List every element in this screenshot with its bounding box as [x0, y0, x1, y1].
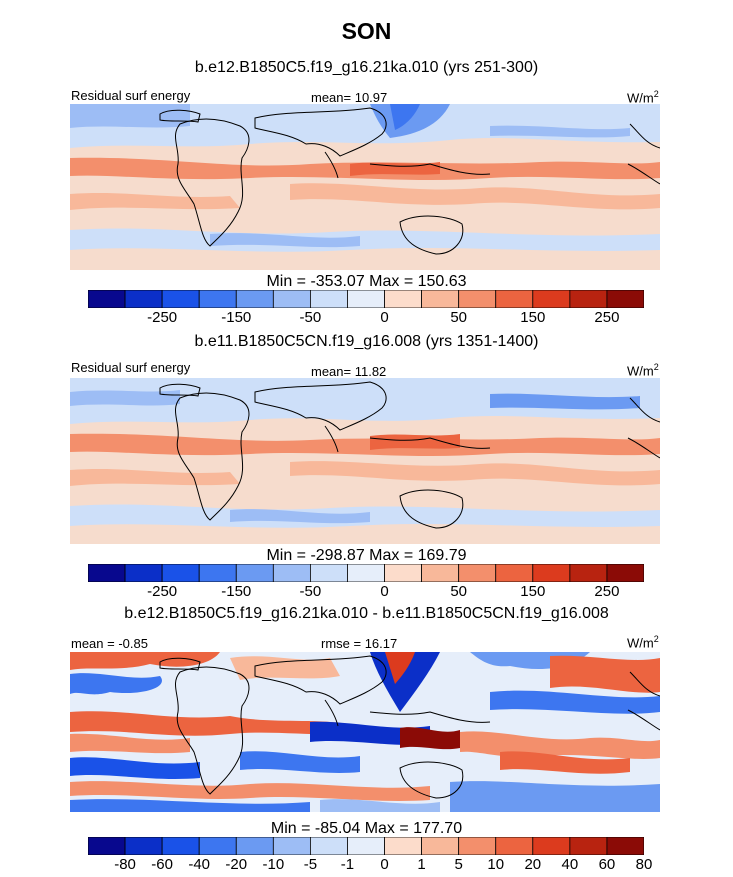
colorbar-box	[235, 564, 274, 582]
panel2-units: W/m2	[627, 362, 659, 379]
colorbar-box	[606, 290, 644, 308]
colorbar-tick-label: 0	[380, 856, 389, 873]
colorbar-tick-label: 150	[520, 309, 546, 326]
colorbar-tick-label: -250	[147, 583, 178, 600]
colorbar-box	[384, 837, 422, 855]
colorbar-box	[272, 290, 311, 308]
colorbar-box	[532, 564, 571, 582]
colorbar-tick-label: 10	[487, 856, 505, 873]
colorbar-box	[309, 564, 348, 582]
colorbar-box	[272, 837, 311, 855]
colorbar-box	[124, 564, 163, 582]
colorbar-box	[569, 290, 608, 308]
colorbar-box	[421, 837, 460, 855]
colorbar-tick-label: 20	[524, 856, 542, 873]
colorbar-box	[235, 290, 274, 308]
colorbar-tick-label: 0	[380, 309, 389, 326]
colorbar-box	[384, 564, 422, 582]
colorbar-box	[272, 564, 311, 582]
panel2-map	[70, 378, 660, 544]
panel3-colorbar	[88, 837, 644, 855]
panel1-field-label: Residual surf energy	[71, 88, 191, 103]
colorbar-tick-label: 80	[635, 856, 653, 873]
panel1-map	[70, 104, 660, 270]
colorbar-box	[532, 290, 571, 308]
colorbar-tick-label: 1	[417, 856, 426, 873]
colorbar-box	[458, 564, 497, 582]
colorbar-box	[606, 837, 644, 855]
colorbar-box	[309, 837, 348, 855]
colorbar-tick-label: -250	[147, 309, 178, 326]
panel1-colorbar	[88, 290, 644, 308]
colorbar-tick-label: -50	[299, 309, 322, 326]
colorbar-box	[532, 837, 571, 855]
panel2-colorbar	[88, 564, 644, 582]
colorbar-box	[235, 837, 274, 855]
colorbar-box	[606, 564, 644, 582]
colorbar-box	[161, 564, 200, 582]
colorbar-box	[88, 837, 126, 855]
panel1-minmax: Min = -353.07 Max = 150.63	[266, 273, 467, 290]
colorbar-box	[161, 290, 200, 308]
colorbar-box	[124, 290, 163, 308]
colorbar-box	[421, 290, 460, 308]
colorbar-box	[569, 837, 608, 855]
colorbar-tick-label: -10	[262, 856, 285, 873]
colorbar-box	[458, 290, 497, 308]
colorbar-box	[347, 564, 385, 582]
colorbar-tick-label: 50	[450, 583, 467, 600]
colorbar-tick-label: -5	[303, 856, 318, 873]
colorbar-tick-label: 60	[598, 856, 616, 873]
colorbar-box	[347, 837, 385, 855]
panel1-units: W/m2	[627, 89, 659, 106]
colorbar-box	[347, 290, 385, 308]
panel2-mean-label: mean= 11.82	[311, 364, 387, 379]
figure-title: SON	[341, 18, 392, 44]
colorbar-box	[198, 564, 237, 582]
colorbar-tick-label: -1	[340, 856, 355, 873]
colorbar-box	[458, 837, 497, 855]
colorbar-tick-label: 250	[594, 583, 620, 600]
colorbar-box	[198, 837, 237, 855]
panel3-minmax: Min = -85.04 Max = 177.70	[270, 820, 463, 837]
panel3-map	[70, 652, 660, 812]
colorbar-tick-label: 5	[454, 856, 463, 873]
panel2-minmax: Min = -298.87 Max = 169.79	[266, 547, 467, 564]
colorbar-box	[495, 837, 534, 855]
colorbar-box	[495, 290, 534, 308]
colorbar-tick-label: -150	[221, 583, 252, 600]
colorbar-box	[421, 564, 460, 582]
panel2-field-label: Residual surf energy	[71, 360, 191, 375]
colorbar-tick-label: 250	[594, 309, 620, 326]
colorbar-tick-label: 0	[380, 583, 389, 600]
colorbar-box	[309, 290, 348, 308]
colorbar-box	[384, 290, 422, 308]
colorbar-box	[124, 837, 163, 855]
colorbar-tick-label: -80	[114, 856, 136, 873]
panel1-subtitle: b.e12.B1850C5.f19_g16.21ka.010 (yrs 251-…	[194, 59, 539, 76]
colorbar-box	[569, 564, 608, 582]
colorbar-box	[88, 290, 126, 308]
colorbar-box	[198, 290, 237, 308]
panel3-subtitle: b.e12.B1850C5.f19_g16.21ka.010 - b.e11.B…	[124, 605, 609, 622]
colorbar-tick-label: 40	[561, 856, 579, 873]
colorbar-tick-label: 150	[520, 583, 546, 600]
colorbar-tick-label: -60	[151, 856, 173, 873]
colorbar-tick-label: -150	[221, 309, 252, 326]
panel3-rmse-label: rmse = 16.17	[321, 636, 398, 651]
colorbar-box	[161, 837, 200, 855]
colorbar-tick-label: -20	[225, 856, 248, 873]
panel3-mean-label: mean = -0.85	[71, 636, 148, 651]
colorbar-tick-label: -40	[188, 856, 211, 873]
panel1-mean-label: mean= 10.97	[311, 90, 388, 105]
colorbar-box	[88, 564, 126, 582]
panel2-subtitle: b.e11.B1850C5CN.f19_g16.008 (yrs 1351-14…	[194, 333, 539, 350]
colorbar-tick-label: -50	[299, 583, 322, 600]
panel3-units: W/m2	[627, 634, 659, 651]
colorbar-box	[495, 564, 534, 582]
colorbar-tick-label: 50	[450, 309, 467, 326]
